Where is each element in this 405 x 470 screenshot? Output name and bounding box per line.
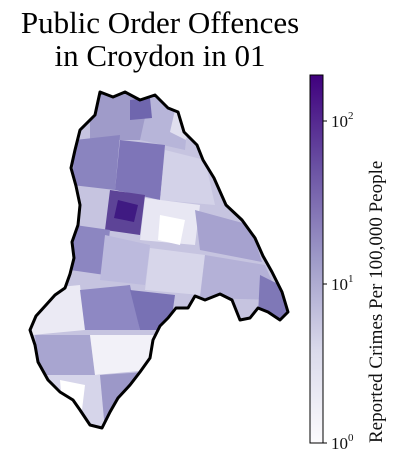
cbar-tick-label-2: 102 <box>331 110 354 131</box>
colorbar-label: Reported Crimes Per 100,000 People <box>366 160 387 443</box>
map-title: Public Order Offences in Croydon in 01 <box>0 6 320 72</box>
colorbar-ticks <box>323 120 327 444</box>
cbar-tick-label-1: 101 <box>331 273 354 294</box>
title-line-1: Public Order Offences <box>20 5 300 40</box>
colorbar <box>309 74 324 444</box>
map-regions <box>30 92 288 428</box>
title-line-2: in Croydon in 01 <box>54 38 266 73</box>
cbar-tick-label-0: 100 <box>331 432 354 453</box>
